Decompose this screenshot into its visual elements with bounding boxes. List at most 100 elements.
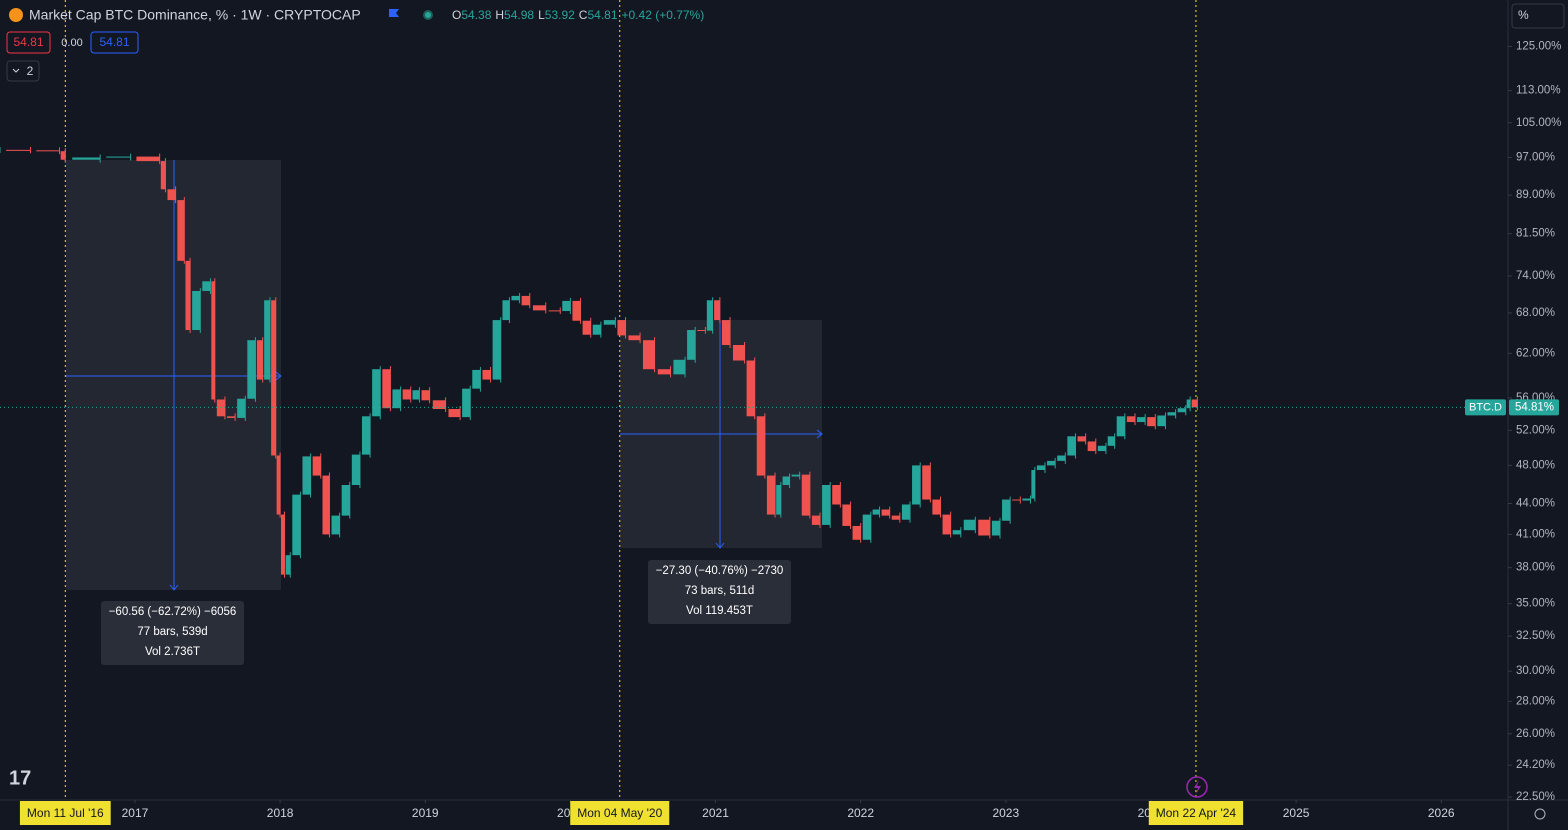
ohlc-value: 54.98 <box>504 8 534 22</box>
y-tick-label: 105.00% <box>1516 117 1561 129</box>
candle <box>432 400 446 410</box>
candle <box>642 340 655 370</box>
sell-box[interactable] <box>6 31 51 54</box>
marker-label: Mon 11 Jul '16 <box>27 806 104 820</box>
candle <box>852 525 861 540</box>
candle <box>216 399 225 417</box>
candle <box>1157 415 1166 427</box>
candle <box>687 330 696 360</box>
marker-tag <box>19 801 111 825</box>
chevron <box>12 68 20 73</box>
measure-label-bg <box>101 601 244 665</box>
y-tick-label: 44.00% <box>1516 498 1555 510</box>
candle <box>714 300 720 321</box>
settings-icon[interactable] <box>1534 808 1546 820</box>
candle <box>782 476 790 485</box>
candle <box>1022 498 1031 501</box>
plot: −60.56 (−62.72%) −6056 77 bars, 539d Vol 2… <box>0 0 1508 800</box>
spread: 0.00 <box>61 37 82 49</box>
candle <box>361 416 371 455</box>
indicator-toggle[interactable] <box>6 60 40 82</box>
measure-label-bg <box>648 560 791 624</box>
candle <box>548 310 561 312</box>
candle <box>264 300 270 380</box>
y-tick-label: 74.00% <box>1516 270 1555 282</box>
candle <box>1031 470 1035 499</box>
x-tick-label: 2026 <box>1428 806 1455 820</box>
candle <box>280 514 285 575</box>
candle <box>160 161 166 190</box>
candle <box>392 389 401 409</box>
candle <box>746 360 755 417</box>
candle <box>582 320 591 335</box>
candle <box>572 300 581 321</box>
candle <box>492 320 501 380</box>
candle <box>881 509 890 516</box>
candle <box>901 504 911 520</box>
candle <box>822 484 831 525</box>
candle <box>1126 416 1135 423</box>
candle <box>312 456 321 476</box>
candle <box>801 474 810 516</box>
y-tick-label: 68.00% <box>1516 307 1555 319</box>
y-tick-label: 38.00% <box>1516 562 1555 574</box>
x-tick-label: 2017 <box>122 806 149 820</box>
candle <box>1036 465 1046 471</box>
y-tick-label: 30.00% <box>1516 665 1555 677</box>
candle <box>521 295 530 306</box>
candle <box>922 465 931 500</box>
lightning <box>1194 780 1201 794</box>
candle <box>891 515 900 520</box>
candle <box>226 416 236 418</box>
indicator-count[interactable]: 2 <box>27 64 34 78</box>
flag-icon[interactable] <box>389 9 399 17</box>
symbol-tag <box>1465 399 1506 416</box>
y-tick-label: 26.00% <box>1516 728 1555 740</box>
candle <box>421 390 430 401</box>
candle <box>1012 499 1021 501</box>
candle <box>963 519 976 531</box>
candle <box>862 514 871 540</box>
marker-tag <box>570 801 670 825</box>
candle <box>532 305 546 311</box>
sell-price[interactable]: 54.81 <box>13 35 43 49</box>
candle <box>185 260 191 331</box>
candle <box>502 300 510 321</box>
candle <box>991 520 1001 536</box>
candle <box>756 416 765 476</box>
measure-label: −27.30 (−40.76%) −2730 <box>656 565 784 577</box>
x-tick-label: 2022 <box>847 806 874 820</box>
buy-box[interactable] <box>90 31 139 54</box>
scale-mode[interactable] <box>1511 3 1565 29</box>
candle <box>1047 460 1056 466</box>
candle <box>1077 436 1086 442</box>
logo[interactable]: 17 <box>9 767 31 789</box>
candle <box>285 555 291 575</box>
arrow <box>715 542 725 549</box>
arrow <box>816 429 823 439</box>
y-tick-label: 35.00% <box>1516 598 1555 610</box>
y-tick-label: 97.00% <box>1516 152 1555 164</box>
candle <box>462 388 471 418</box>
candle <box>202 281 211 291</box>
candle <box>942 514 951 535</box>
x-tick-label: 2025 <box>1283 806 1310 820</box>
change: +0.42 (+0.77%) <box>622 8 705 22</box>
ohlc-legend: O 54.38 H 54.98 L 53.92 C 54.81 +0.42 (+0.77%) <box>452 8 704 22</box>
y-tick-label: 28.00% <box>1516 695 1555 707</box>
candle <box>192 290 201 331</box>
candle <box>322 475 330 535</box>
candle <box>706 300 713 331</box>
candle <box>448 409 461 418</box>
price-tag <box>1509 399 1559 416</box>
candle <box>247 340 256 399</box>
candle <box>657 369 671 375</box>
scale-mode-label[interactable]: % <box>1518 8 1529 22</box>
event-icon[interactable] <box>1186 776 1208 798</box>
buy-price[interactable]: 54.81 <box>99 35 129 49</box>
candle <box>832 484 841 505</box>
y-tick-label: 125.00% <box>1516 40 1561 52</box>
candle <box>1107 436 1115 446</box>
